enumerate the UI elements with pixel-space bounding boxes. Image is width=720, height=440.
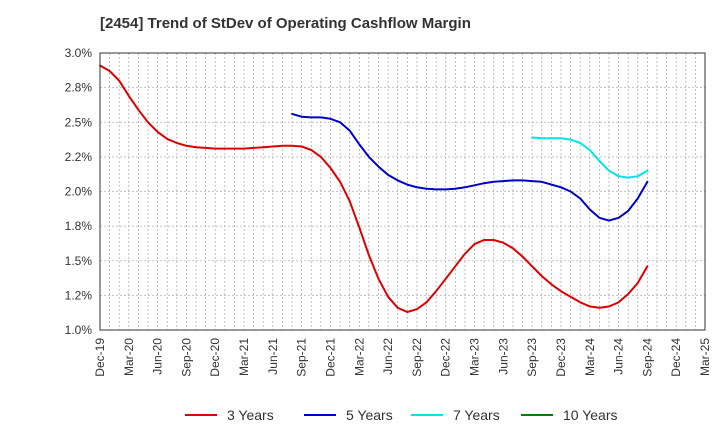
legend-swatch bbox=[411, 414, 443, 416]
x-tick-label: Dec-24 bbox=[669, 338, 683, 377]
x-tick-label: Mar-23 bbox=[468, 338, 482, 376]
legend-item: 10 Years bbox=[521, 403, 618, 427]
y-tick-label: 2.0% bbox=[65, 185, 93, 199]
y-tick-label: 2.2% bbox=[65, 150, 93, 164]
x-tick-label: Mar-25 bbox=[698, 338, 712, 376]
y-tick-label: 3.0% bbox=[65, 46, 93, 60]
x-tick-label: Dec-23 bbox=[554, 338, 568, 377]
grid-layer bbox=[100, 53, 705, 330]
legend-swatch bbox=[304, 414, 336, 416]
legend-label: 10 Years bbox=[563, 407, 618, 423]
legend-label: 7 Years bbox=[453, 407, 500, 423]
x-tick-label: Mar-21 bbox=[237, 338, 251, 376]
y-tick-label: 1.0% bbox=[65, 323, 93, 337]
x-tick-label: Dec-20 bbox=[208, 338, 222, 377]
x-tick-label: Sep-20 bbox=[179, 338, 193, 377]
x-tick-label: Jun-20 bbox=[151, 338, 165, 375]
y-tick-label: 2.5% bbox=[65, 115, 93, 129]
legend-swatch bbox=[521, 414, 553, 416]
y-tick-label: 1.8% bbox=[65, 219, 93, 233]
x-tick-label: Dec-19 bbox=[93, 338, 107, 377]
legend-item: 5 Years bbox=[304, 403, 393, 427]
x-tick-label: Jun-22 bbox=[381, 338, 395, 375]
x-tick-label: Jun-24 bbox=[612, 338, 626, 375]
y-tick-label: 1.5% bbox=[65, 254, 93, 268]
y-tick-label: 1.2% bbox=[65, 288, 93, 302]
x-tick-label: Sep-22 bbox=[410, 338, 424, 377]
x-tick-label: Dec-22 bbox=[439, 338, 453, 377]
x-tick-label: Jun-21 bbox=[266, 338, 280, 375]
series-line-3-years bbox=[99, 64, 649, 313]
legend-item: 3 Years bbox=[185, 403, 274, 427]
series-layer bbox=[99, 64, 649, 313]
x-tick-label: Mar-22 bbox=[352, 338, 366, 376]
series-line-7-years bbox=[531, 136, 649, 179]
y-axis: 1.0% 1.2% 1.5% 1.8% 2.0% 2.2% 2.5% 2.8% 3.0% bbox=[65, 46, 93, 337]
x-tick-label: Mar-24 bbox=[583, 338, 597, 376]
x-tick-label: Mar-20 bbox=[122, 338, 136, 376]
x-tick-label: Jun-23 bbox=[496, 338, 510, 375]
chart-title: [2454] Trend of StDev of Operating Cashf… bbox=[100, 15, 471, 32]
legend-label: 5 Years bbox=[346, 407, 393, 423]
x-axis: Dec-19 Mar-20 Jun-20 Sep-20 Dec-20 Mar-21 Jun-… bbox=[93, 338, 712, 377]
x-tick-label: Sep-23 bbox=[525, 338, 539, 377]
legend-item: 7 Years bbox=[411, 403, 500, 427]
legend-swatch bbox=[185, 414, 217, 416]
legend-label: 3 Years bbox=[227, 407, 274, 423]
plot-frame bbox=[99, 52, 706, 331]
x-tick-label: Sep-21 bbox=[295, 338, 309, 377]
series-line-5-years bbox=[291, 112, 649, 222]
x-tick-label: Sep-24 bbox=[640, 338, 654, 377]
y-tick-label: 2.8% bbox=[65, 81, 93, 95]
x-tick-label: Dec-21 bbox=[323, 338, 337, 377]
legend: 3 Years 5 Years 7 Years 10 Years bbox=[0, 403, 720, 427]
